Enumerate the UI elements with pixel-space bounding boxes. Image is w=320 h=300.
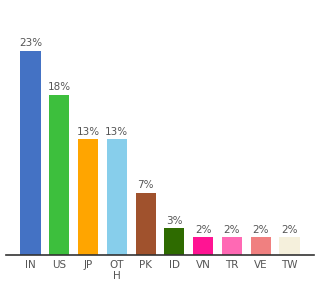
Text: 2%: 2% [281, 225, 298, 235]
Bar [78, 140, 98, 255]
Text: 3%: 3% [166, 216, 183, 226]
Bar [222, 237, 242, 255]
Bar [49, 95, 69, 255]
Text: 2%: 2% [195, 225, 212, 235]
Text: 23%: 23% [19, 38, 42, 48]
Bar [20, 51, 41, 255]
Bar [279, 237, 300, 255]
Text: 13%: 13% [76, 127, 100, 137]
Text: 2%: 2% [224, 225, 240, 235]
Bar [164, 228, 184, 255]
Text: 7%: 7% [137, 180, 154, 190]
Bar [193, 237, 213, 255]
Bar [251, 237, 271, 255]
Text: 2%: 2% [252, 225, 269, 235]
Text: 18%: 18% [48, 82, 71, 92]
Text: 13%: 13% [105, 127, 128, 137]
Bar [107, 140, 127, 255]
Bar [136, 193, 156, 255]
